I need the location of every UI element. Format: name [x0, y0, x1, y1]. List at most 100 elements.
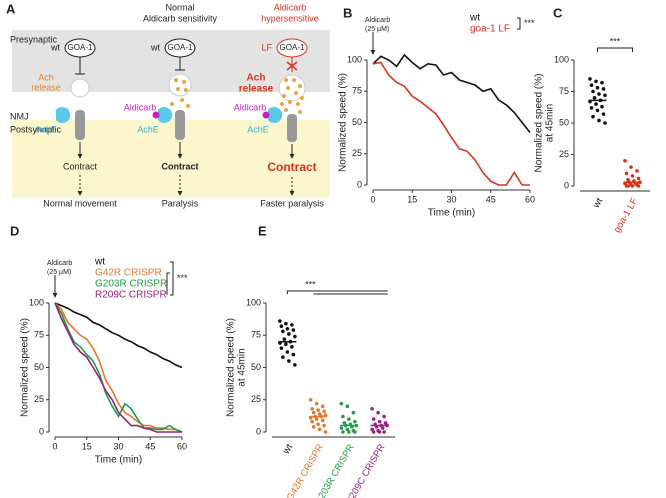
y-tick-label: 100	[554, 54, 569, 64]
point	[285, 327, 290, 331]
y-tick-label: 25	[352, 148, 362, 158]
x-tick-label: 30	[113, 441, 123, 451]
point	[339, 426, 344, 430]
point	[353, 430, 357, 434]
x-tick-label: 0	[52, 441, 57, 451]
y-tick-label: 75	[559, 86, 569, 96]
point	[279, 346, 284, 350]
line	[54, 302, 183, 369]
point	[322, 409, 326, 414]
point	[285, 350, 290, 354]
point	[382, 430, 386, 434]
annotation: (25 μM)	[365, 26, 389, 33]
outcome: Normal movement	[43, 198, 117, 208]
header: Aldicarb sensitivity	[143, 13, 218, 23]
point	[282, 337, 287, 341]
point	[629, 165, 633, 169]
point	[323, 430, 328, 434]
point	[626, 184, 630, 188]
outcome: Faster paralysis	[260, 198, 324, 208]
point	[316, 422, 320, 427]
point	[630, 184, 635, 188]
point	[291, 328, 296, 332]
receptor	[75, 110, 85, 140]
point	[293, 363, 297, 367]
x-axis-label: Time (min)	[428, 208, 475, 219]
line	[54, 302, 183, 433]
point	[284, 342, 288, 347]
point	[589, 106, 594, 110]
point	[310, 419, 314, 424]
x-tick-label: 0	[370, 194, 375, 204]
line	[54, 302, 183, 433]
point	[603, 121, 607, 125]
drug: Aldicarb	[234, 102, 267, 112]
x-tick-label: goa-1 LF	[612, 196, 641, 235]
point	[290, 323, 294, 327]
vesicles	[170, 78, 190, 108]
point	[279, 324, 284, 329]
point	[371, 417, 376, 421]
region-label: NMJ	[10, 111, 29, 121]
point	[636, 176, 641, 181]
legend-entry: R209C CRISPR	[95, 290, 167, 301]
vesicles	[280, 78, 304, 114]
point	[317, 427, 322, 432]
point	[341, 414, 345, 419]
annotation: (25 μM)	[47, 269, 71, 276]
outcome: Paralysis	[162, 198, 199, 208]
y-tick-label: 50	[251, 362, 261, 372]
y-axis-label: Normalized speed (%)	[338, 73, 349, 172]
point	[287, 332, 291, 336]
point	[591, 89, 595, 94]
cross	[286, 61, 298, 71]
release: release	[239, 84, 274, 95]
point	[589, 83, 594, 87]
panel-label: E	[258, 223, 267, 238]
significance: ***	[177, 273, 188, 283]
terminal	[70, 78, 90, 98]
point	[376, 410, 380, 415]
enzyme: AchE	[35, 124, 57, 134]
point	[601, 87, 606, 91]
postsynaptic-band	[12, 120, 330, 198]
significance: ***	[524, 18, 535, 28]
bracket	[597, 47, 633, 52]
legend-entry: wt	[469, 13, 480, 24]
point	[311, 410, 316, 415]
ache	[56, 107, 71, 123]
point	[594, 102, 598, 106]
y-tick-label: 100	[29, 297, 44, 307]
point	[316, 408, 320, 412]
y-tick-label: 0	[564, 180, 569, 190]
line	[372, 61, 530, 186]
point	[601, 112, 606, 116]
point	[630, 174, 635, 178]
significance: ***	[610, 36, 621, 46]
point	[377, 419, 382, 424]
y-tick-label: 25	[34, 394, 44, 404]
release: Ach	[247, 73, 266, 84]
genotype: wt	[150, 42, 160, 52]
y-tick-label: 50	[559, 117, 569, 127]
panel-label: C	[553, 5, 563, 20]
y-tick-label: 75	[352, 86, 362, 96]
y-tick-label: 0	[39, 426, 44, 436]
ache	[268, 106, 283, 123]
line	[54, 302, 182, 433]
x-tick-label: 15	[407, 194, 417, 204]
region-label: Presynaptic	[10, 34, 58, 44]
bracket	[166, 261, 174, 296]
y-axis-label: Normalized speed (%)	[534, 74, 545, 173]
y-axis-label: at 45min	[545, 104, 556, 142]
panel-a: A Presynaptic NMJ Postsynaptic wt GOA-1 …	[6, 1, 330, 208]
y-axis-label: Normalized speed (%)	[226, 318, 237, 417]
annotation: Aldicarb	[47, 260, 72, 267]
point	[623, 159, 627, 163]
y-tick-label: 100	[246, 297, 261, 307]
x-tick-label: 60	[525, 194, 535, 204]
point	[594, 79, 598, 84]
y-tick-label: 25	[251, 394, 261, 404]
panel-label: B	[343, 5, 352, 20]
